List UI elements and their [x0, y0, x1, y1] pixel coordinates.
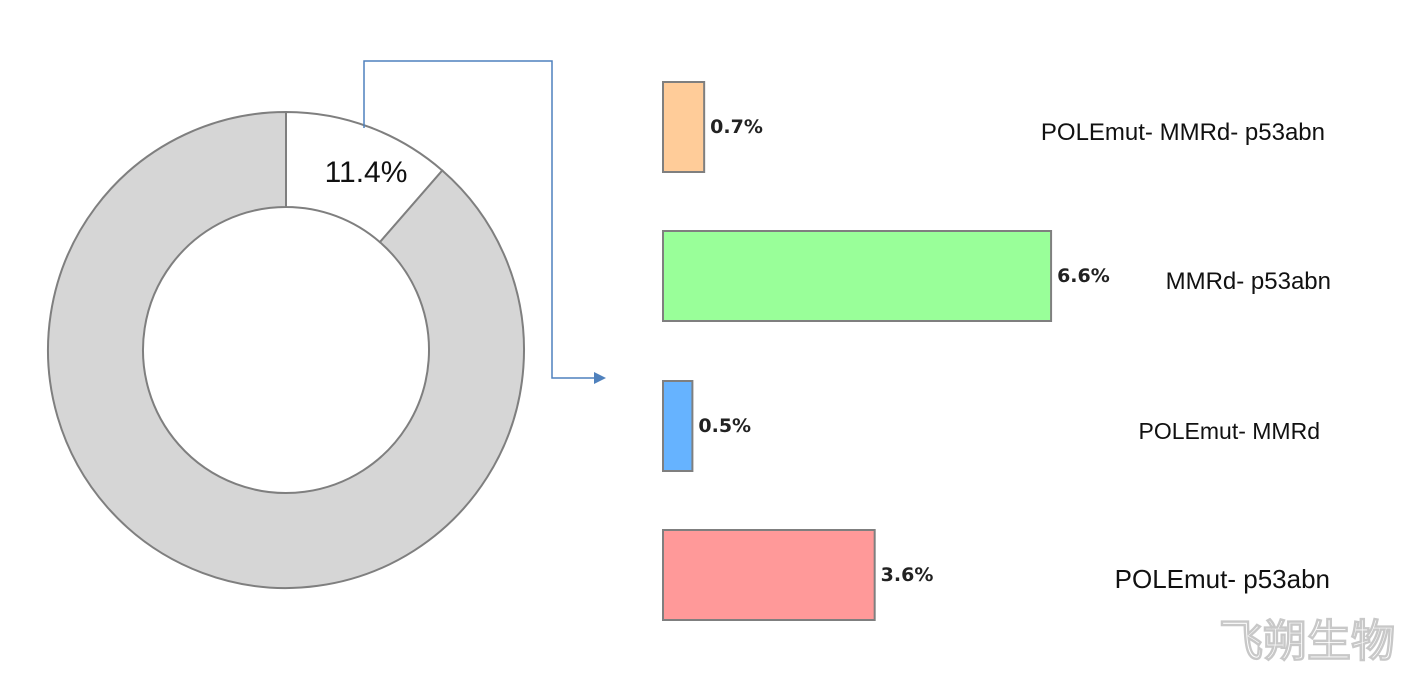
bar-chart: 0.7% POLEmut- MMRd- p53abn 6.6% MMRd- p53ab… — [662, 81, 1331, 621]
bar-value-label: 0.7% — [710, 116, 763, 138]
donut-chart — [47, 110, 525, 589]
watermark: 飞朔生物 — [1219, 616, 1395, 667]
donut-slice-1 — [47, 110, 525, 589]
bar-category-label: POLEmut- MMRd- p53abn — [1041, 119, 1325, 146]
bar-category-label: POLEmut- MMRd — [1139, 418, 1320, 444]
connector-arrowhead — [594, 372, 606, 384]
bar-2 — [662, 380, 694, 472]
bar-value-label: 6.6% — [1057, 265, 1110, 287]
bar-value-label: 0.5% — [698, 415, 751, 437]
bar-category-label: POLEmut- p53abn — [1115, 564, 1330, 594]
bar-1 — [662, 230, 1053, 322]
connector-arrow-line — [363, 60, 596, 379]
bar-3 — [662, 529, 876, 621]
bar-value-label: 3.6% — [881, 564, 934, 586]
bar-0 — [662, 81, 706, 173]
donut-slice-label: 11.4% — [325, 156, 408, 189]
bar-category-label: MMRd- p53abn — [1166, 268, 1331, 295]
